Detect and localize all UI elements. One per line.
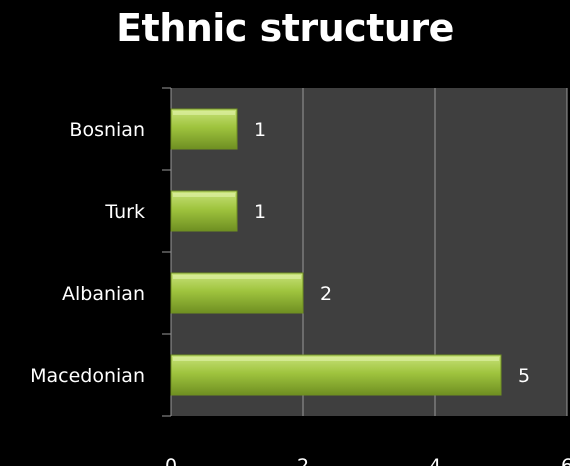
bar-turk xyxy=(170,190,238,232)
category-label: Albanian xyxy=(62,283,145,305)
chart-title: Ethnic structure xyxy=(116,6,454,50)
data-label: 5 xyxy=(518,365,530,387)
data-label: 1 xyxy=(254,119,266,141)
bar-highlight xyxy=(173,357,499,361)
bar-bosnian xyxy=(170,108,238,150)
data-label: 1 xyxy=(254,201,266,223)
bar-highlight xyxy=(173,111,235,115)
bar-highlight xyxy=(173,193,235,197)
category-label: Bosnian xyxy=(69,119,145,141)
bar-highlight xyxy=(173,275,301,279)
category-label: Macedonian xyxy=(30,365,145,387)
x-tick-label: 6 xyxy=(561,455,570,466)
x-tick-label: 2 xyxy=(297,455,309,466)
category-label: Turk xyxy=(104,201,145,223)
bar-albanian xyxy=(170,272,304,314)
bar-macedonian xyxy=(170,354,502,396)
x-tick-label: 0 xyxy=(165,455,177,466)
x-tick-label: 4 xyxy=(429,455,441,466)
data-label: 2 xyxy=(320,283,332,305)
